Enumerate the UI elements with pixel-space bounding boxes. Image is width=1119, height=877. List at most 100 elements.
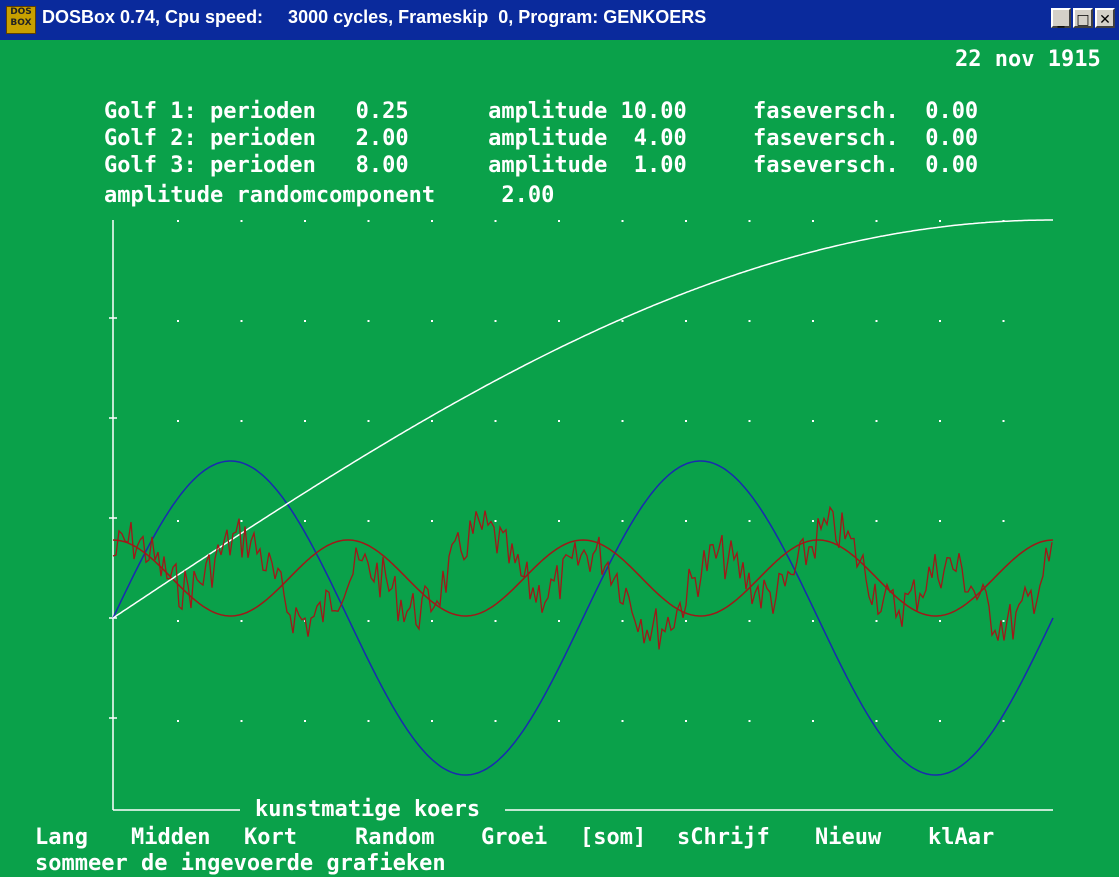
grid-dot — [875, 320, 878, 322]
grid-dot — [1002, 320, 1005, 322]
grid-dot — [240, 620, 243, 622]
grid-dot — [1002, 420, 1005, 422]
plot-area — [109, 219, 1054, 811]
grid-dot — [621, 720, 624, 722]
grid-dot — [177, 520, 179, 522]
title-bar[interactable]: DOS BOX DOSBox 0.74, Cpu speed: 3000 cyc… — [0, 0, 1119, 40]
grid-dot — [939, 720, 941, 722]
grid-dot — [621, 520, 624, 522]
grid-dot — [367, 520, 370, 522]
dosbox-icon[interactable]: DOS BOX — [6, 6, 36, 34]
grid-dot — [431, 420, 433, 422]
grid-dot — [304, 720, 306, 722]
grid-dot — [1002, 720, 1005, 722]
grid-dot — [558, 520, 560, 522]
grid-dot — [494, 320, 497, 322]
grid-dot — [558, 320, 560, 322]
grid-dot — [558, 220, 560, 222]
maximize-button[interactable]: □ — [1073, 8, 1093, 28]
sum-noisy-line — [112, 505, 1053, 650]
menu-item-schrijf[interactable]: sChrijf — [677, 825, 770, 850]
grid-dot — [812, 620, 814, 622]
grid-dot — [558, 720, 560, 722]
grid-dot — [177, 220, 179, 222]
menu-item-lang[interactable]: Lang — [35, 825, 88, 850]
grid-dot — [177, 720, 179, 722]
window-title: DOSBox 0.74, Cpu speed: 3000 cycles, Fra… — [42, 7, 707, 27]
grid-dot — [748, 720, 751, 722]
grid-dot — [431, 620, 433, 622]
grid-dot — [748, 220, 751, 222]
wave-params-2: Golf 2: perioden 2.00 amplitude 4.00 fas… — [104, 126, 979, 151]
grid-dot — [304, 320, 306, 322]
grid-dot — [685, 720, 687, 722]
grid-dot — [177, 420, 179, 422]
grid-dot — [875, 620, 878, 622]
grid-dot — [367, 720, 370, 722]
grid-dot — [304, 420, 306, 422]
grid-dot — [367, 420, 370, 422]
grid-dot — [1002, 520, 1005, 522]
wave-params-1: Golf 1: perioden 0.25 amplitude 10.00 fa… — [104, 99, 979, 124]
grid-dot — [748, 320, 751, 322]
grid-dot — [494, 720, 497, 722]
grid-dot — [685, 320, 687, 322]
grid-dot — [875, 520, 878, 522]
menu-item-som[interactable]: [som] — [580, 825, 647, 850]
random-amplitude: amplitude randomcomponent 2.00 — [104, 183, 555, 208]
grid-dot — [240, 220, 243, 222]
menu-item-klaar[interactable]: klAar — [928, 825, 995, 850]
grid-dot — [685, 620, 687, 622]
grid-dot — [685, 220, 687, 222]
wave-short-line — [112, 539, 1054, 617]
grid-dot — [558, 420, 560, 422]
grid-dot — [431, 720, 433, 722]
grid-dot — [748, 420, 751, 422]
wave-long-line — [112, 460, 1054, 776]
grid-dot — [875, 220, 878, 222]
grid-dot — [240, 320, 243, 322]
wave-params-3: Golf 3: perioden 8.00 amplitude 1.00 fas… — [104, 153, 979, 178]
grid-dot — [431, 220, 433, 222]
grid-dot — [939, 620, 941, 622]
status-line: sommeer de ingevoerde grafieken — [35, 851, 446, 876]
menu-item-groei[interactable]: Groei — [481, 825, 548, 850]
grid-dot — [621, 620, 624, 622]
grid-dot — [812, 320, 814, 322]
grid-dot — [177, 320, 179, 322]
grid-dot — [939, 520, 941, 522]
grid-dot — [1002, 620, 1005, 622]
grid-dot — [494, 220, 497, 222]
grid-dot — [367, 320, 370, 322]
grid-dot — [875, 720, 878, 722]
menu-item-random[interactable]: Random — [355, 825, 435, 850]
grid-dot — [748, 520, 751, 522]
grid-dot — [240, 720, 243, 722]
grid-dot — [367, 220, 370, 222]
grid-dot — [812, 720, 814, 722]
grid-dot — [558, 620, 560, 622]
grid-dot — [685, 420, 687, 422]
grid-dot — [685, 520, 687, 522]
grid-dot — [621, 320, 624, 322]
grid-dot — [812, 220, 814, 222]
grid-dot — [304, 220, 306, 222]
graph-caption: kunstmatige koers — [255, 797, 481, 822]
menu-item-midden[interactable]: Midden — [131, 825, 211, 850]
grid-dot — [621, 420, 624, 422]
grid-dot — [240, 420, 243, 422]
grid-dot — [367, 620, 370, 622]
dos-screen: 22 nov 1915 Golf 1: perioden 0.25 amplit… — [0, 40, 1119, 877]
grid-dot — [812, 420, 814, 422]
minimize-button[interactable]: _ — [1051, 8, 1071, 28]
grid-dot — [240, 520, 243, 522]
grid-dot — [494, 620, 497, 622]
menu-item-nieuw[interactable]: Nieuw — [815, 825, 882, 850]
menu-item-kort[interactable]: Kort — [244, 825, 297, 850]
grid-dot — [494, 420, 497, 422]
grid-dot — [875, 420, 878, 422]
grid-dot — [494, 520, 497, 522]
close-button[interactable]: ✕ — [1095, 8, 1115, 28]
date-readout: 22 nov 1915 — [955, 47, 1101, 72]
